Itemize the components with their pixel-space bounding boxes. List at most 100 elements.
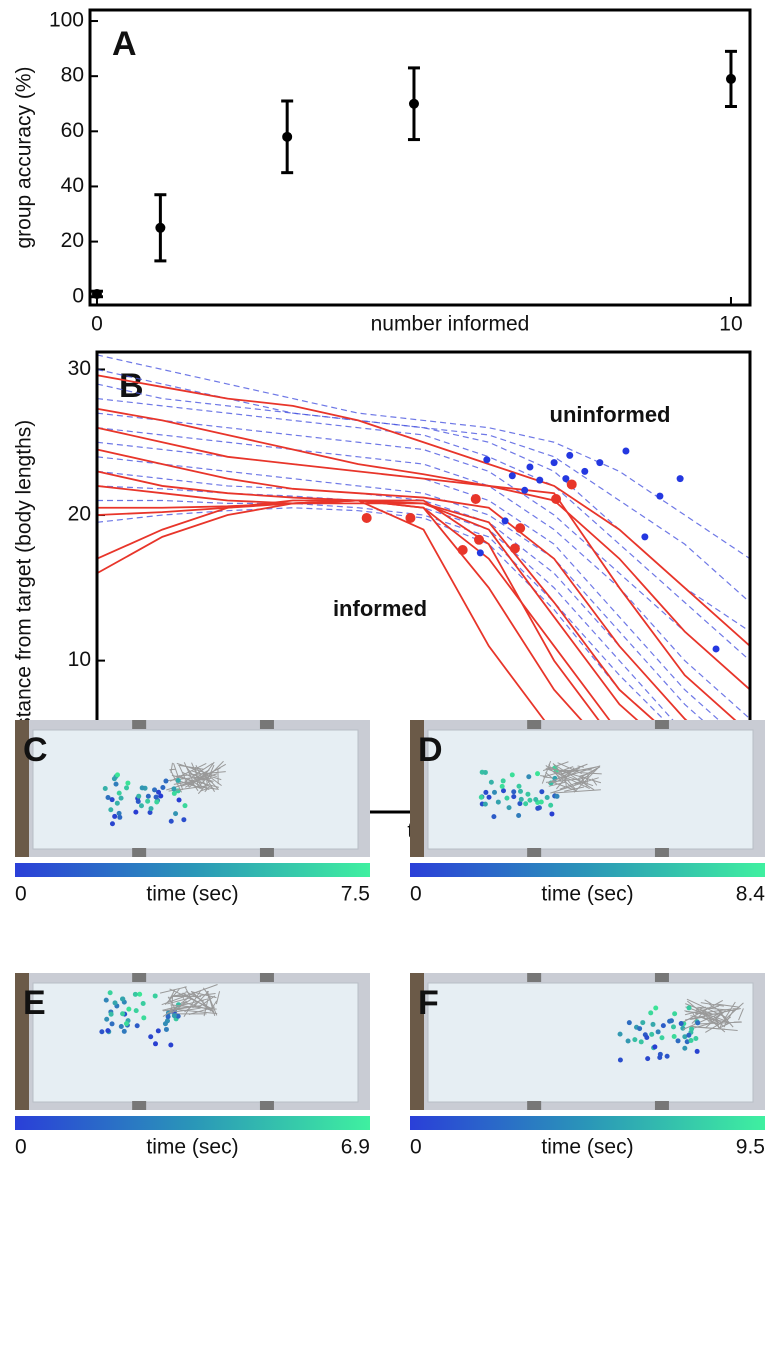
tank-floor bbox=[32, 982, 359, 1103]
colorbar-label: time (sec) bbox=[541, 883, 633, 906]
decision-point bbox=[536, 476, 544, 484]
fish-trace bbox=[683, 999, 724, 1023]
fish-position bbox=[511, 794, 517, 800]
y-axis-label: group accuracy (%) bbox=[13, 66, 36, 248]
colorbar-tick-label: 9.5 bbox=[736, 1136, 765, 1159]
fish-position bbox=[511, 789, 517, 795]
uninformed-line bbox=[96, 368, 751, 603]
fish-position bbox=[682, 1034, 688, 1040]
fish-position bbox=[684, 1039, 690, 1045]
fish-position bbox=[113, 781, 119, 787]
informed-line bbox=[96, 426, 751, 735]
fish-trace bbox=[738, 1008, 744, 1021]
decision-point bbox=[656, 492, 664, 500]
fish-position bbox=[165, 1014, 171, 1020]
fish-position bbox=[626, 1020, 632, 1026]
fish-position bbox=[102, 786, 108, 792]
fish-position bbox=[139, 785, 145, 791]
fish-position bbox=[695, 1020, 701, 1026]
fish-position bbox=[675, 1038, 681, 1044]
y-tick-label: 30 bbox=[68, 357, 91, 380]
fish-position bbox=[147, 809, 153, 815]
fish-trace bbox=[541, 760, 552, 784]
fish-position bbox=[518, 796, 524, 802]
fish-position bbox=[617, 1057, 623, 1063]
clamp bbox=[654, 1101, 669, 1110]
fish-position bbox=[116, 810, 122, 816]
fish-trace bbox=[716, 1008, 734, 1028]
fish-position bbox=[118, 795, 124, 801]
fish-position bbox=[652, 1044, 658, 1050]
fish-position bbox=[686, 1032, 692, 1038]
fish-position bbox=[483, 789, 489, 795]
fish-position bbox=[115, 772, 121, 778]
clamp bbox=[654, 720, 669, 729]
fish-position bbox=[168, 1042, 174, 1048]
fish-position bbox=[549, 811, 555, 817]
fish-position bbox=[121, 1028, 127, 1034]
fish-position bbox=[173, 811, 179, 817]
panel-label: A bbox=[112, 25, 137, 63]
fish-position bbox=[135, 798, 141, 804]
fish-trace bbox=[183, 762, 195, 783]
fish-trace bbox=[720, 1022, 731, 1028]
fish-position bbox=[499, 783, 505, 789]
fish-position bbox=[533, 796, 539, 802]
fish-position bbox=[163, 1026, 169, 1032]
fish-position bbox=[162, 1021, 168, 1027]
point bbox=[282, 131, 293, 142]
decision-point bbox=[474, 534, 485, 545]
colorbar-tick-label: 0 bbox=[410, 883, 422, 906]
decision-point bbox=[550, 459, 558, 467]
fish-trace bbox=[545, 768, 594, 787]
fish-position bbox=[637, 1026, 643, 1032]
fish-position bbox=[120, 1011, 126, 1017]
fish-position bbox=[181, 817, 187, 823]
tank-floor bbox=[427, 729, 754, 850]
fish-position bbox=[103, 997, 109, 1003]
fish-position bbox=[111, 776, 117, 782]
fish-trace bbox=[176, 997, 193, 1010]
x-tick-label: 10 bbox=[719, 313, 742, 336]
fish-position bbox=[486, 794, 492, 800]
decision-point bbox=[622, 447, 630, 455]
fish-trace bbox=[178, 775, 210, 791]
fish-trace bbox=[580, 776, 587, 786]
fish-position bbox=[478, 794, 484, 800]
fish-trace bbox=[557, 762, 583, 774]
fish-position bbox=[517, 801, 523, 807]
y-tick-label: 10 bbox=[68, 648, 91, 671]
fish-position bbox=[112, 1000, 118, 1006]
fish-trace bbox=[552, 765, 601, 782]
fish-position bbox=[495, 799, 501, 805]
y-tick-label: 20 bbox=[61, 229, 84, 252]
fish-position bbox=[136, 793, 142, 799]
fish-trace bbox=[553, 789, 601, 794]
fish-trace bbox=[564, 775, 567, 788]
fish-position bbox=[107, 990, 113, 996]
fish-position bbox=[171, 1013, 177, 1019]
fish-trace bbox=[690, 1015, 730, 1023]
fish-position bbox=[132, 991, 138, 997]
fish-position bbox=[126, 1006, 132, 1012]
tank-edge bbox=[15, 720, 29, 857]
fish-position bbox=[660, 1023, 666, 1029]
fish-position bbox=[617, 1031, 623, 1037]
fish-trace bbox=[204, 761, 215, 776]
fish-position bbox=[153, 1041, 159, 1047]
fish-trace bbox=[690, 1016, 706, 1021]
fish-position bbox=[124, 785, 130, 791]
fish-position bbox=[655, 1029, 661, 1035]
fish-position bbox=[678, 1021, 684, 1027]
tank-photo bbox=[410, 973, 765, 1110]
fish-position bbox=[672, 1011, 678, 1017]
fish-trace bbox=[683, 1012, 723, 1030]
fish-position bbox=[123, 1021, 129, 1027]
decision-point bbox=[508, 472, 516, 480]
clamp bbox=[527, 848, 542, 857]
colorbar-tick-label: 6.9 bbox=[341, 1136, 370, 1159]
fish-position bbox=[171, 790, 177, 796]
fish-trace bbox=[199, 993, 216, 996]
fish-position bbox=[670, 1024, 676, 1030]
